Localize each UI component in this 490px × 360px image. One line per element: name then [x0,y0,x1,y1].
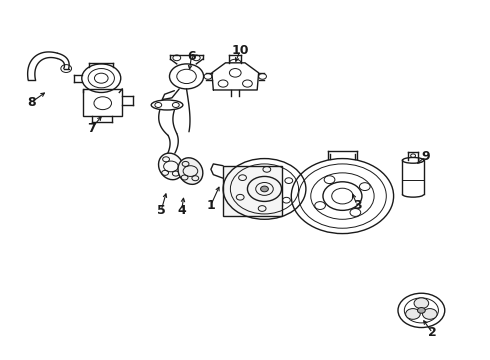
Circle shape [414,298,429,309]
Bar [223,166,282,216]
Text: 1: 1 [206,198,215,212]
Ellipse shape [159,153,183,180]
Text: 8: 8 [27,96,36,109]
Circle shape [422,309,437,319]
Text: 9: 9 [421,150,430,163]
Bar [83,89,122,116]
Circle shape [406,309,420,319]
Circle shape [261,186,269,192]
Ellipse shape [178,158,203,184]
Text: 7: 7 [87,122,96,135]
Text: 3: 3 [353,198,361,212]
Text: 6: 6 [187,50,196,63]
Text: 5: 5 [157,204,166,217]
Text: 2: 2 [428,327,437,339]
Circle shape [417,307,425,313]
Text: 4: 4 [177,204,186,217]
Text: 10: 10 [231,44,249,57]
